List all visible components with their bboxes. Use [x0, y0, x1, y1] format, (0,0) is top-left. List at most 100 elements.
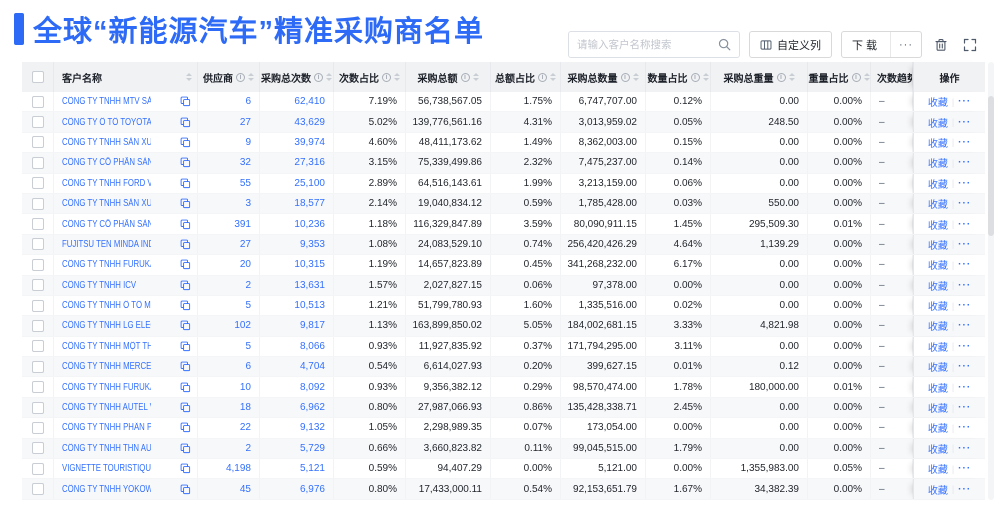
favorite-button[interactable]: 收藏: [927, 383, 948, 395]
cell-supplier-value[interactable]: 9: [245, 136, 251, 148]
fullscreen-icon[interactable]: [960, 31, 980, 58]
copy-icon[interactable]: [180, 198, 191, 209]
row-checkbox[interactable]: [31, 401, 44, 414]
copy-icon[interactable]: [180, 382, 191, 393]
row-more-button[interactable]: ···: [958, 422, 972, 434]
cell-supplier-value[interactable]: 6: [245, 96, 251, 108]
favorite-button[interactable]: 收藏: [927, 322, 948, 334]
column-header-qty_pct[interactable]: 数量占比: [646, 62, 711, 92]
row-more-button[interactable]: ···: [958, 136, 972, 148]
row-checkbox[interactable]: [31, 177, 44, 190]
copy-icon[interactable]: [180, 300, 191, 311]
info-icon[interactable]: [690, 72, 700, 82]
row-checkbox[interactable]: [31, 197, 44, 210]
cell-supplier-value[interactable]: 10: [239, 381, 251, 393]
favorite-button[interactable]: 收藏: [927, 240, 948, 252]
vertical-scrollbar[interactable]: [988, 62, 994, 500]
favorite-button[interactable]: 收藏: [927, 363, 948, 375]
row-more-button[interactable]: ···: [958, 483, 972, 495]
favorite-button[interactable]: 收藏: [927, 98, 948, 110]
cell-supplier-value[interactable]: 4,198: [225, 463, 251, 475]
row-more-button[interactable]: ···: [958, 340, 972, 352]
company-name-link[interactable]: CÔNG TY TNHH ICV: [62, 279, 137, 291]
row-checkbox[interactable]: [31, 218, 44, 231]
row-more-button[interactable]: ···: [958, 157, 972, 169]
row-more-button[interactable]: ···: [958, 259, 972, 271]
info-icon[interactable]: [382, 72, 391, 82]
column-header-weight_pct[interactable]: 重量占比: [808, 62, 871, 92]
copy-icon[interactable]: [180, 239, 191, 250]
select-all-checkbox[interactable]: [31, 71, 44, 83]
row-checkbox[interactable]: [31, 116, 44, 129]
info-icon[interactable]: [314, 72, 323, 82]
company-name-link[interactable]: CÔNG TY TNHH LG ELECTRON...: [62, 320, 151, 332]
row-more-button[interactable]: ···: [958, 279, 972, 291]
row-more-button[interactable]: ···: [958, 442, 972, 454]
sort-icon[interactable]: [702, 73, 709, 81]
favorite-button[interactable]: 收藏: [927, 281, 948, 293]
company-name-link[interactable]: CÔNG TY TNHH AUTEL VIỆT N...: [62, 402, 151, 414]
row-checkbox[interactable]: [31, 95, 44, 108]
row-more-button[interactable]: ···: [958, 238, 972, 250]
company-name-link[interactable]: CÔNG TY TNHH SẢN XUẤT VÀ ...: [62, 198, 151, 210]
cell-supplier-value[interactable]: 27: [239, 238, 251, 250]
cell-total_count-value[interactable]: 5,121: [299, 463, 325, 475]
sort-icon[interactable]: [326, 73, 332, 81]
cell-supplier-value[interactable]: 6: [245, 361, 251, 373]
company-name-link[interactable]: CÔNG TY TNHH YOKOWO VIỆT...: [62, 483, 151, 495]
company-name-link[interactable]: CÔNG TY TNHH FURUKAWA A...: [62, 259, 151, 271]
copy-icon[interactable]: [180, 484, 191, 495]
company-name-link[interactable]: CÔNG TY TNHH SẢN XUẤT VÀ ...: [62, 136, 151, 148]
row-more-button[interactable]: ···: [958, 361, 972, 373]
sort-icon[interactable]: [394, 73, 400, 81]
column-header-name[interactable]: 客户名称: [54, 62, 198, 92]
cell-supplier-value[interactable]: 5: [245, 300, 251, 312]
company-name-link[interactable]: CÔNG TY Ô TÔ TOYOTA VIỆT ...: [62, 116, 151, 128]
sort-icon[interactable]: [472, 73, 479, 81]
row-checkbox[interactable]: [31, 360, 44, 373]
row-more-button[interactable]: ···: [958, 96, 972, 108]
row-checkbox[interactable]: [31, 421, 44, 434]
row-checkbox[interactable]: [31, 442, 44, 455]
cell-total_count-value[interactable]: 6,962: [299, 402, 325, 414]
cell-supplier-value[interactable]: 55: [239, 177, 251, 189]
sort-icon[interactable]: [632, 73, 639, 81]
row-checkbox[interactable]: [31, 258, 44, 271]
favorite-button[interactable]: 收藏: [927, 261, 948, 273]
row-more-button[interactable]: ···: [958, 463, 972, 475]
company-name-link[interactable]: CÔNG TY TNHH PHÂN PHỐI T...: [62, 422, 151, 434]
sort-icon[interactable]: [863, 73, 870, 81]
cell-total_count-value[interactable]: 18,577: [294, 198, 325, 210]
row-more-button[interactable]: ···: [958, 320, 972, 332]
copy-icon[interactable]: [180, 137, 191, 148]
row-checkbox[interactable]: [31, 462, 44, 475]
column-header-amount_pct[interactable]: 总额占比: [491, 62, 561, 92]
sort-icon[interactable]: [550, 73, 556, 81]
cell-total_count-value[interactable]: 8,066: [299, 340, 325, 352]
favorite-button[interactable]: 收藏: [927, 118, 948, 130]
copy-icon[interactable]: [180, 280, 191, 291]
cell-total_count-value[interactable]: 10,513: [294, 300, 325, 312]
cell-total_count-value[interactable]: 4,704: [299, 361, 325, 373]
favorite-button[interactable]: 收藏: [927, 200, 948, 212]
cell-total_count-value[interactable]: 9,817: [299, 320, 325, 332]
column-header-total_count[interactable]: 采购总次数: [260, 62, 334, 92]
cell-total_count-value[interactable]: 5,729: [299, 442, 325, 454]
info-icon[interactable]: [538, 72, 547, 82]
row-more-button[interactable]: ···: [958, 402, 972, 414]
copy-icon[interactable]: [180, 341, 191, 352]
column-header-supplier[interactable]: 供应商: [198, 62, 260, 92]
favorite-button[interactable]: 收藏: [927, 159, 948, 171]
scrollbar-thumb[interactable]: [988, 96, 994, 236]
copy-icon[interactable]: [180, 463, 191, 474]
company-name-link[interactable]: VIGNETTE TOURISTIQUE G UNI...: [62, 463, 151, 475]
row-more-button[interactable]: ···: [958, 177, 972, 189]
row-more-button[interactable]: ···: [958, 218, 972, 230]
column-header-count_pct[interactable]: 次数占比: [334, 62, 406, 92]
cell-total_count-value[interactable]: 6,976: [299, 483, 325, 495]
cell-total_count-value[interactable]: 13,631: [294, 279, 325, 291]
row-more-button[interactable]: ···: [958, 381, 972, 393]
toolbar-more-button[interactable]: ···: [891, 32, 921, 57]
search-icon[interactable]: [718, 38, 731, 51]
row-checkbox[interactable]: [31, 279, 44, 292]
